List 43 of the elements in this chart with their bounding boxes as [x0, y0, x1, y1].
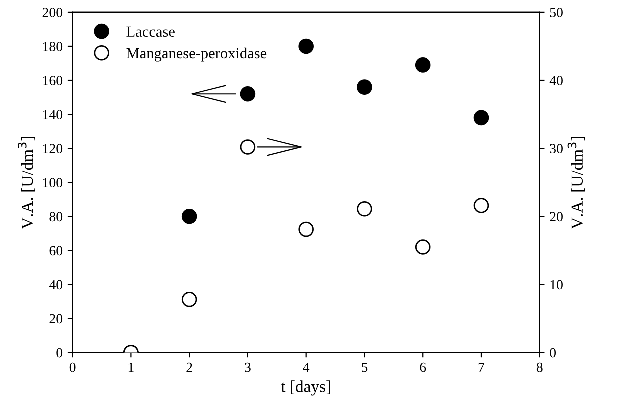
point [415, 58, 431, 73]
y-tick-label: 100 [43, 178, 63, 188]
x-axis-title: t [days] [281, 380, 330, 396]
x-tick-label: 7 [478, 363, 485, 372]
y-tick-label: 40 [49, 280, 63, 290]
x-tick-label: 0 [70, 362, 76, 372]
point [298, 222, 314, 238]
x-tick-label: 3 [245, 362, 251, 372]
y2-tick-label: 20 [550, 212, 563, 222]
x-tick-label: 1 [128, 362, 134, 372]
y2-tick-label: 30 [550, 144, 563, 154]
legend-label: Laccase [126, 26, 175, 38]
y-tick-label: 200 [42, 8, 63, 18]
point [182, 292, 198, 308]
point [298, 38, 314, 54]
y2-tick-label: 0 [550, 348, 556, 358]
point [474, 198, 490, 214]
point [357, 80, 372, 95]
point [357, 202, 372, 217]
y-tick-label: 80 [50, 212, 63, 222]
y-axis-title: V.A. [U/dm$^{3}$] [18, 137, 36, 230]
y2-tick-label: 50 [550, 8, 563, 18]
y-tick-label: 160 [43, 76, 63, 86]
point [240, 140, 256, 155]
y-tick-label: 180 [43, 42, 63, 52]
y-tick-label: 120 [43, 144, 63, 154]
x-tick-label: 6 [420, 362, 426, 372]
y2-axis-title: V.A. [U/dm$^{3}$] [568, 137, 586, 230]
x-tick-label: 4 [303, 362, 310, 372]
x-tick-label: 2 [186, 362, 192, 372]
x-tick-label: 5 [362, 363, 368, 372]
y-tick-label: 20 [50, 314, 63, 324]
y-tick-label: 140 [43, 110, 63, 120]
y-tick-label: 60 [50, 246, 63, 256]
point [415, 240, 431, 255]
y-tick-label: 0 [56, 348, 63, 358]
point [474, 110, 490, 126]
y2-tick-label: 10 [550, 280, 563, 290]
y2-tick-label: 40 [550, 76, 563, 86]
point [182, 208, 198, 224]
point [240, 86, 256, 102]
x-tick-label: 8 [536, 362, 543, 372]
legend-label: Manganese-peroxidase [126, 48, 267, 62]
